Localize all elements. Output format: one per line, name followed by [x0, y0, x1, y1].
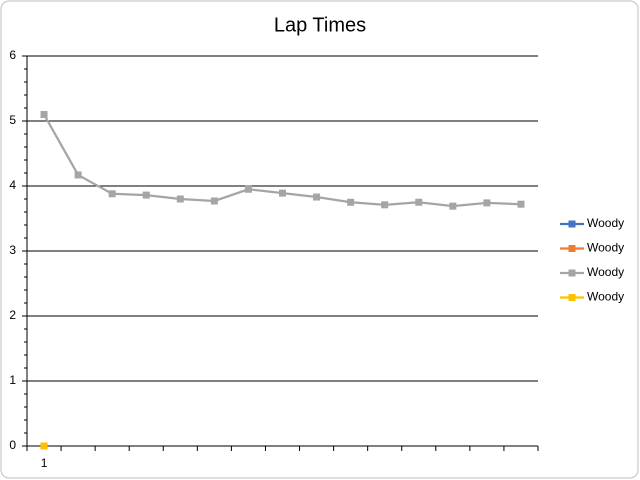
legend-label: Woody [587, 241, 624, 255]
marker [210, 197, 218, 205]
y-tick-label: 2 [9, 308, 16, 322]
marker [517, 200, 525, 208]
chart-title: Lap Times [274, 14, 366, 36]
marker [347, 198, 355, 206]
marker [415, 198, 423, 206]
marker [313, 193, 321, 201]
legend-marker [568, 269, 576, 277]
marker [449, 202, 457, 210]
y-tick-label: 4 [9, 178, 16, 192]
x-tick-label: 1 [41, 456, 48, 470]
marker [142, 191, 150, 199]
marker [40, 111, 48, 118]
marker [381, 201, 389, 209]
marker [483, 199, 491, 207]
legend-marker [568, 220, 576, 228]
legend-label: Woody [587, 290, 624, 304]
y-tick-label: 6 [9, 48, 16, 62]
y-tick-label: 5 [9, 113, 16, 127]
legend-marker [568, 294, 576, 301]
y-tick-label: 1 [9, 373, 16, 387]
marker [74, 171, 82, 179]
marker [108, 190, 116, 198]
marker [279, 189, 286, 197]
y-tick-label: 0 [9, 438, 16, 452]
legend-label: Woody [587, 265, 624, 279]
marker [40, 442, 48, 450]
legend-marker [568, 245, 576, 252]
legend-label: Woody [587, 216, 624, 230]
marker [176, 195, 184, 203]
y-tick-label: 3 [9, 243, 16, 257]
marker [244, 185, 252, 193]
